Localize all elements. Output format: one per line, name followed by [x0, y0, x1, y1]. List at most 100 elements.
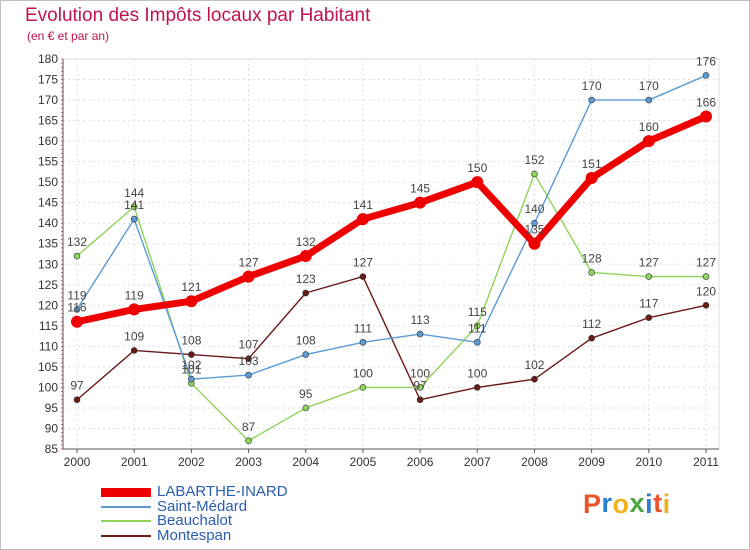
data-point-labarthe-inard	[128, 303, 141, 316]
data-label-beauchalot: 115	[468, 305, 487, 319]
data-point-saint-medard	[645, 96, 653, 104]
x-tick-label: 2006	[407, 455, 434, 469]
proxiti-logo: Proxiti	[583, 488, 671, 520]
data-label-saint-medard: 141	[124, 198, 144, 212]
data-label-beauchalot: 95	[299, 387, 313, 401]
data-label-labarthe-inard: 116	[67, 301, 86, 315]
y-tick-label: 145	[38, 196, 58, 210]
logo-letter: x	[629, 488, 646, 518]
data-label-beauchalot: 132	[67, 235, 87, 249]
data-point-montespan	[416, 396, 424, 404]
data-point-labarthe-inard	[700, 110, 712, 123]
data-label-beauchalot: 87	[242, 420, 256, 434]
x-tick-label: 2007	[464, 455, 491, 469]
y-tick-label: 175	[38, 73, 58, 87]
legend-swatch	[101, 534, 151, 537]
data-point-labarthe-inard	[471, 176, 484, 189]
data-point-montespan	[359, 273, 367, 280]
x-tick-label: 2002	[178, 455, 205, 469]
x-tick-label: 2009	[578, 455, 605, 469]
y-tick-label: 135	[38, 237, 58, 251]
legend-item: Montespan	[101, 526, 288, 544]
data-point-saint-medard	[702, 72, 710, 79]
data-label-labarthe-inard: 151	[582, 157, 602, 171]
y-tick-label: 90	[45, 421, 59, 435]
data-point-labarthe-inard	[642, 135, 655, 148]
legend-item: LABARTHE-INARD	[101, 484, 288, 500]
y-tick-label: 105	[38, 360, 58, 374]
data-point-montespan	[188, 351, 195, 358]
data-point-labarthe-inard	[71, 315, 83, 328]
y-tick-label: 170	[38, 93, 58, 107]
data-point-saint-medard	[531, 219, 538, 227]
data-point-beauchalot	[645, 273, 653, 280]
data-label-saint-medard: 119	[67, 288, 86, 302]
data-point-beauchalot	[73, 252, 81, 260]
y-tick-label: 85	[45, 442, 59, 456]
chart-legend: LABARTHE-INARD Saint-Médard Beauchalot Mont…	[101, 484, 288, 544]
y-tick-label: 165	[38, 114, 58, 128]
data-label-montespan: 109	[124, 329, 144, 343]
data-point-beauchalot	[473, 322, 481, 330]
data-point-montespan	[245, 355, 252, 362]
x-tick-label: 2011	[693, 455, 719, 469]
data-point-saint-medard	[130, 215, 138, 223]
data-point-saint-medard	[302, 351, 310, 358]
legend-swatch	[101, 487, 151, 497]
y-tick-label: 125	[38, 278, 58, 292]
data-label-saint-medard: 111	[468, 321, 487, 335]
data-point-labarthe-inard	[528, 237, 541, 250]
y-tick-label: 180	[38, 52, 58, 66]
data-point-beauchalot	[531, 170, 538, 178]
series-line-labarthe-inard	[73, 112, 710, 326]
data-label-saint-medard: 176	[696, 54, 716, 68]
data-point-labarthe-inard	[414, 196, 427, 209]
data-point-labarthe-inard	[585, 172, 598, 185]
data-point-saint-medard	[245, 371, 252, 379]
data-point-labarthe-inard	[242, 270, 255, 283]
x-tick-label: 2010	[635, 455, 662, 469]
data-label-beauchalot: 144	[124, 186, 144, 200]
data-point-beauchalot	[702, 273, 710, 280]
data-label-montespan: 123	[296, 272, 316, 286]
legend-label: Montespan	[157, 526, 232, 544]
data-point-beauchalot	[588, 269, 595, 276]
data-label-labarthe-inard: 119	[125, 288, 144, 302]
y-tick-label: 160	[38, 134, 58, 148]
data-label-labarthe-inard: 145	[410, 182, 430, 196]
legend-swatch	[101, 505, 151, 508]
data-label-beauchalot: 152	[524, 153, 544, 167]
data-label-beauchalot: 101	[181, 362, 201, 376]
logo-letter: o	[612, 489, 630, 519]
data-label-montespan: 112	[582, 317, 601, 331]
y-tick-label: 130	[38, 257, 58, 271]
logo-letter: i	[645, 489, 654, 519]
legend-swatch	[101, 520, 151, 523]
chart-title: Evolution des Impôts locaux par Habitant	[25, 5, 371, 26]
data-point-beauchalot	[359, 384, 367, 391]
data-point-labarthe-inard	[356, 213, 369, 226]
legend-item: Saint-Médard	[101, 499, 288, 515]
data-label-beauchalot: 127	[639, 256, 659, 270]
data-label-labarthe-inard: 166	[696, 95, 716, 109]
series-line-saint-medard	[76, 74, 707, 380]
x-tick-label: 2000	[64, 455, 91, 469]
data-point-montespan	[588, 334, 595, 342]
y-tick-label: 115	[39, 319, 58, 333]
legend-item: Beauchalot	[101, 513, 288, 529]
data-label-saint-medard: 103	[239, 354, 259, 368]
data-label-montespan: 117	[639, 297, 658, 311]
x-tick-label: 2005	[350, 455, 377, 469]
data-label-saint-medard: 111	[354, 321, 373, 335]
data-label-saint-medard: 113	[411, 313, 430, 327]
data-label-montespan: 100	[467, 366, 487, 380]
logo-letter: i	[662, 489, 671, 519]
x-tick-label: 2004	[292, 455, 319, 469]
data-point-labarthe-inard	[299, 250, 312, 263]
data-point-beauchalot	[130, 203, 138, 211]
data-point-beauchalot	[302, 404, 310, 412]
chart-subtitle: (en € et par an)	[27, 29, 110, 43]
data-label-saint-medard: 170	[639, 79, 659, 93]
data-label-saint-medard: 108	[296, 334, 316, 348]
